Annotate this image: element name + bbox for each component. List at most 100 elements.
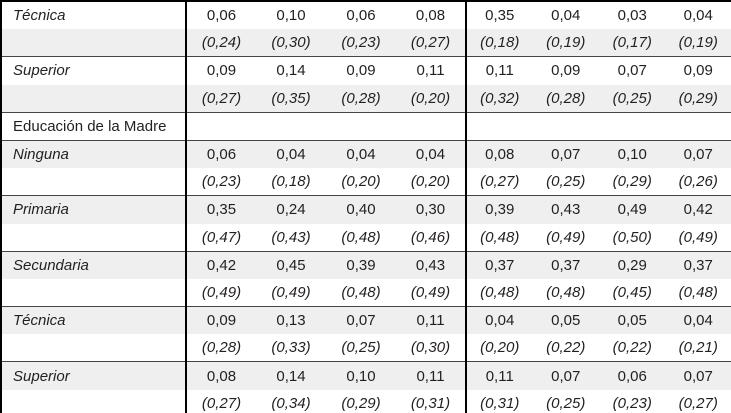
table-row: Ninguna 0,06 0,04 0,04 0,04 0,08 0,07 0,10 0,07 [1,139,731,169]
cell-std-dev: (0,45) [612,283,652,301]
cell-mean: 0,08 [466,139,533,169]
cell-std-dev: (0,26) [678,173,718,191]
cell-mean: 0,14 [256,361,326,390]
cell-mean: 0,43 [396,250,467,279]
cell-std-dev: (0,32) [480,89,520,107]
cell-std-dev: (0,28) [546,89,586,107]
cell-mean: 0,30 [396,195,467,224]
cell-std-dev: (0,34) [271,394,311,412]
cell-mean: 0,07 [532,139,599,169]
cell-std-dev: (0,19) [546,34,586,52]
section-header-label: Educación de la Madre [1,111,187,141]
cell-std-dev: (0,25) [341,339,381,357]
cell-mean: 0,40 [326,195,396,224]
cell-mean: 0,11 [396,56,467,85]
cell-mean: 0,07 [599,56,666,85]
cell-mean: 0,10 [326,361,396,390]
row-label: Superior [1,56,187,85]
cell-mean: 0,10 [256,0,326,30]
cell-mean: 0,14 [256,56,326,85]
cell-mean [532,111,599,141]
cell-std-dev: (0,30) [396,334,467,362]
table-row: Superior 0,08 0,14 0,10 0,11 0,11 0,07 0,06 0,07 [1,361,731,390]
row-label [1,334,187,362]
cell-mean: 0,11 [396,306,467,335]
table-row: Técnica 0,09 0,13 0,07 0,11 0,04 0,05 0,05 0,04 [1,306,731,335]
cell-std-dev: (0,31) [396,389,467,413]
cell-mean: 0,24 [256,195,326,224]
cell-std-dev: (0,25) [546,394,586,412]
cell-mean: 0,35 [186,195,256,224]
cell-std-dev: (0,46) [396,223,467,252]
cell-std-dev: (0,21) [678,339,718,357]
cell-mean: 0,37 [665,250,731,279]
cell-std-dev: (0,25) [612,89,652,107]
table-row: Primaria 0,35 0,24 0,40 0,30 0,39 0,43 0,49 0,42 [1,195,731,224]
cell-std-dev: (0,48) [678,283,718,301]
cell-mean: 0,08 [396,0,467,30]
row-label: Ninguna [1,139,187,169]
cell-std-dev: (0,50) [612,228,652,246]
cell-mean: 0,04 [665,306,731,335]
cell-std-dev: (0,22) [546,339,586,357]
cell-std-dev: (0,23) [612,394,652,412]
cell-std-dev: (0,48) [341,283,381,301]
cell-std-dev: (0,27) [396,29,467,57]
cell-mean: 0,10 [599,139,666,169]
table-row: Secundaria 0,42 0,45 0,39 0,43 0,37 0,37 0,29 0,… [1,250,731,279]
table-row: Superior 0,09 0,14 0,09 0,11 0,11 0,09 0,07 0,09 [1,56,731,85]
cell-std-dev: (0,48) [480,228,520,246]
cell-mean: 0,09 [532,56,599,85]
cell-std-dev: (0,28) [341,89,381,107]
cell-mean: 0,39 [326,250,396,279]
cell-mean: 0,49 [599,195,666,224]
cell-std-dev: (0,20) [480,339,520,357]
cell-mean: 0,09 [665,56,731,85]
cell-std-dev: (0,47) [201,228,242,246]
cell-std-dev: (0,28) [201,339,242,357]
cell-mean: 0,06 [326,0,396,30]
cell-mean: 0,43 [532,195,599,224]
cell-std-dev: (0,31) [480,394,520,412]
row-label [1,168,187,196]
cell-mean: 0,13 [256,306,326,335]
cell-mean [665,111,731,141]
cell-mean [186,111,256,141]
cell-mean: 0,05 [532,306,599,335]
cell-std-dev: (0,29) [341,394,381,412]
cell-std-dev: (0,20) [396,84,467,113]
row-label: Primaria [1,195,187,224]
row-label: Secundaria [1,250,187,279]
cell-std-dev: (0,23) [341,34,381,52]
cell-mean: 0,04 [466,306,533,335]
cell-mean: 0,37 [466,250,533,279]
cell-std-dev: (0,20) [396,168,467,196]
cell-mean: 0,06 [186,0,256,30]
cell-std-dev: (0,27) [678,394,718,412]
cell-mean: 0,06 [186,139,256,169]
cell-mean [396,111,467,141]
cell-mean: 0,07 [665,139,731,169]
row-label [1,223,187,252]
cell-mean: 0,07 [665,361,731,390]
cell-std-dev: (0,49) [546,228,586,246]
cell-std-dev: (0,18) [480,34,520,52]
table-row: (0,47) (0,43) (0,48) (0,46) (0,48) (0,49) (0,5… [1,223,731,252]
cell-std-dev: (0,49) [678,228,718,246]
table-row: (0,28) (0,33) (0,25) (0,30) (0,20) (0,22) (0,2… [1,334,731,362]
cell-mean: 0,04 [532,0,599,30]
cell-std-dev: (0,48) [341,228,381,246]
cell-mean: 0,04 [665,0,731,30]
cell-mean [599,111,666,141]
row-label [1,389,187,413]
section-header-row: Educación de la Madre [1,111,731,141]
cell-std-dev: (0,48) [546,283,586,301]
cell-std-dev: (0,18) [271,173,311,191]
cell-mean: 0,07 [532,361,599,390]
cell-mean: 0,03 [599,0,666,30]
cell-mean: 0,39 [466,195,533,224]
cell-mean: 0,04 [326,139,396,169]
cell-mean: 0,11 [396,361,467,390]
